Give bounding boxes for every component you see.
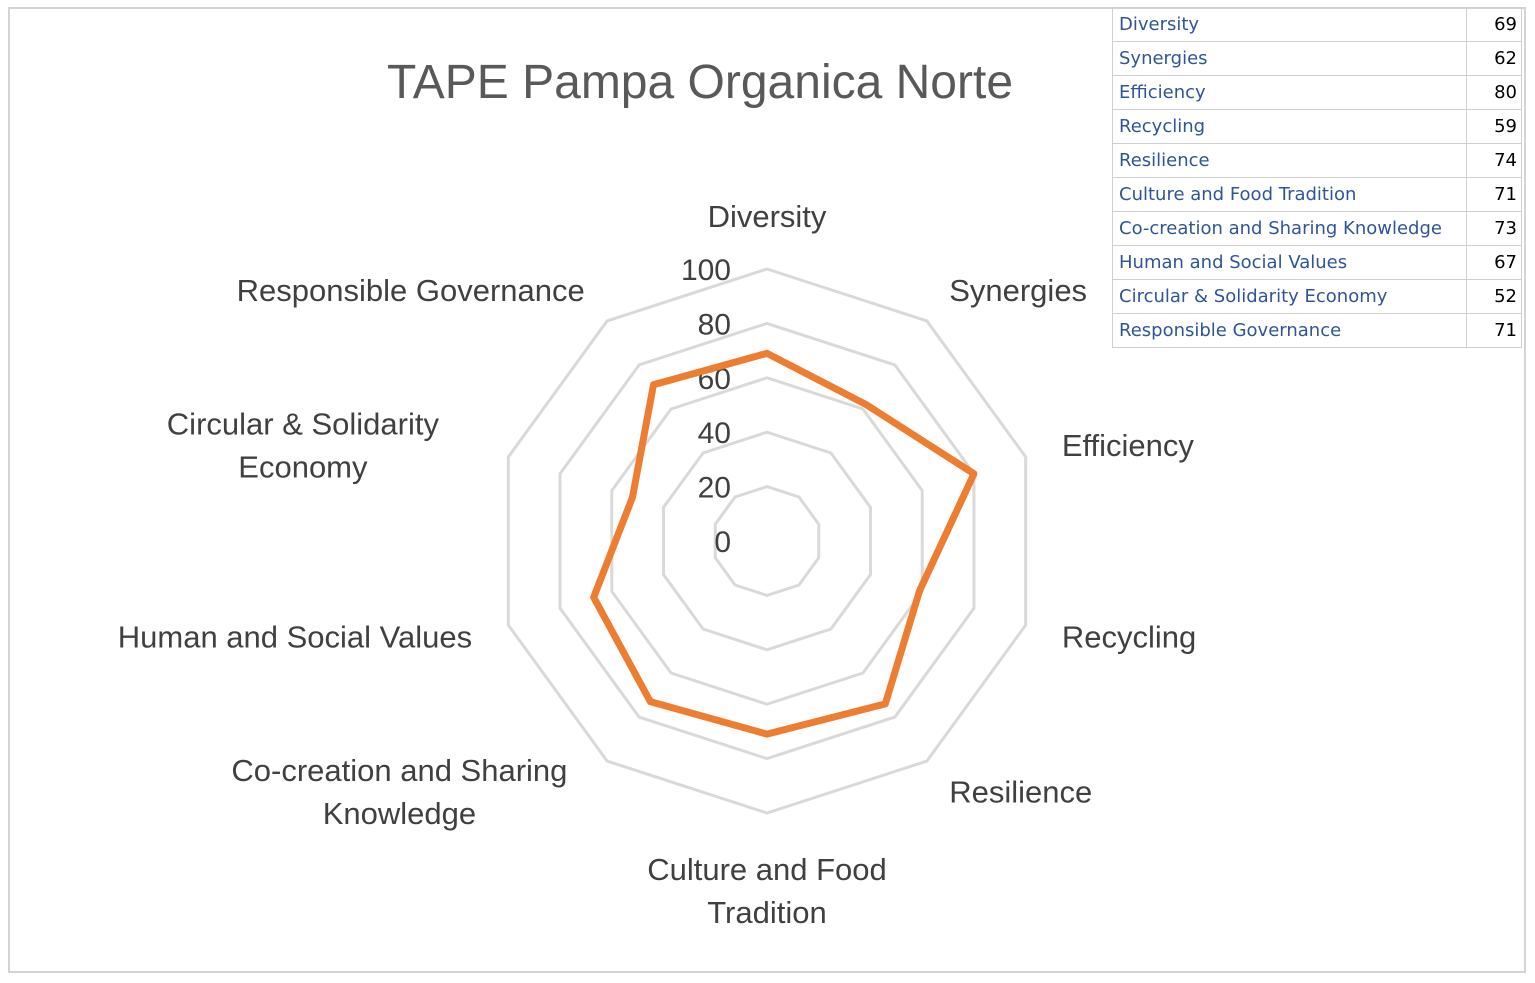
tick-label: 80 [698,308,731,341]
table-cell-value: 69 [1466,7,1522,42]
table-cell-label: Human and Social Values [1112,245,1467,280]
table-cell-value: 73 [1466,211,1522,246]
tick-label: 0 [714,526,731,559]
table-cell-value: 80 [1466,75,1522,110]
category-label: Responsible Governance [237,273,585,308]
table-cell-value: 71 [1466,177,1522,212]
chart-title: TAPE Pampa Organica Norte [386,56,1014,109]
table-row: Circular & Solidarity Economy 52 [1112,279,1522,314]
table-cell-label: Resilience [1112,143,1467,178]
category-label: Tradition [707,895,826,930]
grid-ring [558,321,976,761]
table-cell-label: Culture and Food Tradition [1112,177,1467,212]
table-cell-value: 52 [1466,279,1522,314]
category-label: Resilience [949,775,1092,810]
table-cell-label: Co-creation and Sharing Knowledge [1112,211,1467,246]
table-cell-label: Recycling [1112,109,1467,144]
category-label: Co-creation and Sharing [231,753,567,788]
grid-ring [662,430,872,652]
tick-label: 40 [698,417,731,450]
table-row: Responsible Governance 71 [1112,313,1522,348]
table-row: Resilience 74 [1112,143,1522,178]
table-row: Synergies 62 [1112,41,1522,76]
table-row: Culture and Food Tradition 71 [1112,177,1522,212]
table-cell-value: 59 [1466,109,1522,144]
category-label: Synergies [949,273,1087,308]
category-label: Economy [238,450,368,485]
tick-label: 100 [681,254,731,287]
category-label: Knowledge [323,796,476,831]
table-row: Human and Social Values 67 [1112,245,1522,280]
table-row: Diversity 69 [1112,7,1522,42]
table-cell-label: Efficiency [1112,75,1467,110]
series-line [590,349,978,738]
grid-ring [506,267,1028,815]
table-cell-value: 62 [1466,41,1522,76]
table-cell-label: Responsible Governance [1112,313,1467,348]
table-cell-value: 67 [1466,245,1522,280]
category-label: Recycling [1062,620,1196,655]
grid-ring [610,376,924,706]
table-cell-label: Circular & Solidarity Economy [1112,279,1467,314]
category-label: Diversity [708,199,827,234]
category-label: Culture and Food [647,852,887,887]
category-label: Human and Social Values [118,620,472,655]
category-label: Circular & Solidarity [167,407,440,442]
table-cell-value: 71 [1466,313,1522,348]
tick-label: 20 [698,472,731,505]
data-table: Diversity 69 Synergies 62 Efficiency 80 Recycl… [1112,7,1522,348]
table-row: Efficiency 80 [1112,75,1522,110]
table-row: Co-creation and Sharing Knowledge 73 [1112,211,1522,246]
table-cell-value: 74 [1466,143,1522,178]
chart-frame [8,7,1526,973]
grid-ring [713,485,821,597]
table-row: Recycling 59 [1112,109,1522,144]
table-cell-label: Synergies [1112,41,1467,76]
category-label: Efficiency [1062,428,1195,463]
table-cell-label: Diversity [1112,7,1467,42]
